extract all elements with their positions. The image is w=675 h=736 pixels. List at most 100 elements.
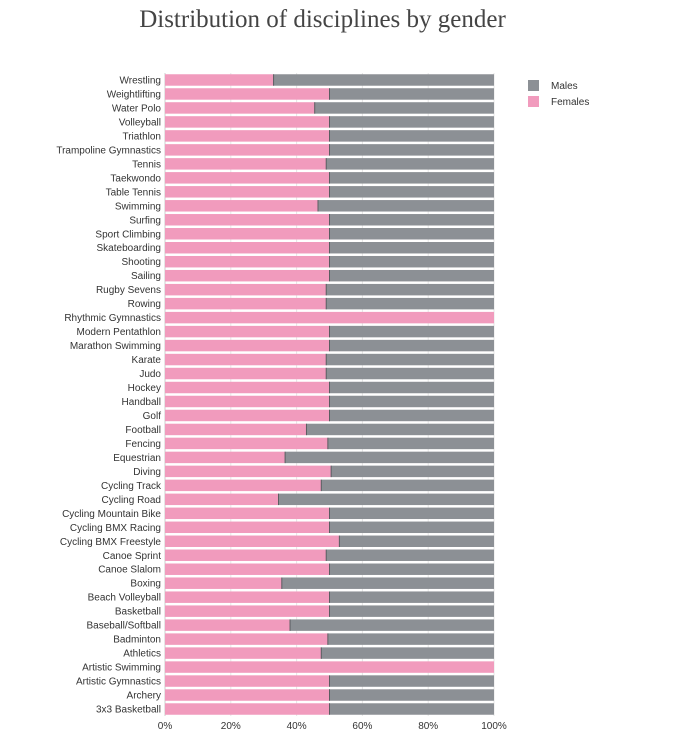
bar-males[interactable] (329, 269, 495, 282)
bar-males[interactable] (329, 325, 495, 338)
bar-females[interactable] (165, 353, 327, 366)
bar-males[interactable] (329, 339, 495, 352)
bar-females[interactable] (165, 158, 327, 170)
bar-males[interactable] (326, 297, 494, 310)
bar-males[interactable] (329, 88, 495, 100)
bar-females[interactable] (165, 493, 279, 506)
bar-females[interactable] (165, 535, 340, 548)
bar-females[interactable] (165, 591, 330, 603)
legend[interactable]: Males Females (528, 80, 589, 108)
bar-males[interactable] (329, 241, 495, 254)
bar-males[interactable] (329, 703, 495, 715)
legend-label[interactable]: Males (551, 81, 578, 92)
bar-males[interactable] (329, 605, 495, 617)
bar-males[interactable] (278, 493, 494, 506)
bar-males[interactable] (329, 228, 495, 240)
bar-males[interactable] (326, 158, 494, 170)
bar-females[interactable] (165, 409, 330, 422)
bar-females[interactable] (165, 74, 274, 86)
bar-males[interactable] (281, 577, 494, 589)
bar-males[interactable] (326, 353, 494, 366)
bar-males[interactable] (329, 409, 495, 422)
bar-males[interactable] (329, 130, 495, 142)
bar-females[interactable] (165, 563, 330, 575)
bar-females[interactable] (165, 451, 286, 464)
bar-females[interactable] (165, 283, 327, 296)
bar-males[interactable] (329, 144, 495, 156)
category-label: Canoe Sprint (103, 551, 162, 562)
bar-females[interactable] (165, 479, 322, 492)
bar-males[interactable] (326, 283, 494, 296)
bar-males[interactable] (329, 591, 495, 603)
bar-females[interactable] (165, 675, 330, 687)
bar-females[interactable] (165, 325, 330, 338)
bar-females[interactable] (165, 633, 328, 645)
bar-females[interactable] (165, 255, 330, 268)
bar-females[interactable] (165, 437, 328, 450)
bar-males[interactable] (329, 507, 495, 520)
bar-females[interactable] (165, 200, 318, 212)
bar-females[interactable] (165, 703, 330, 715)
bar-males[interactable] (285, 451, 494, 464)
bar-males[interactable] (327, 633, 494, 645)
bar-females[interactable] (165, 228, 330, 240)
bar-females[interactable] (165, 577, 282, 589)
bar-males[interactable] (326, 367, 494, 380)
bar-males[interactable] (317, 200, 494, 212)
bar-females[interactable] (165, 549, 327, 561)
bar-males[interactable] (339, 535, 494, 548)
bar-males[interactable] (329, 521, 495, 534)
bar-females[interactable] (165, 521, 330, 534)
legend-label[interactable]: Females (551, 97, 589, 108)
bar-females[interactable] (165, 689, 330, 701)
bar-males[interactable] (329, 381, 495, 394)
bar-males[interactable] (321, 647, 494, 659)
bar-females[interactable] (165, 269, 330, 282)
bar-males[interactable] (321, 479, 494, 492)
bar-males[interactable] (329, 395, 495, 408)
bar-females[interactable] (165, 395, 330, 408)
bar-females[interactable] (165, 241, 330, 254)
bar-males[interactable] (273, 74, 494, 86)
bar-females[interactable] (165, 367, 327, 380)
bar-males[interactable] (326, 549, 494, 561)
bar-females[interactable] (165, 661, 494, 673)
bar-females[interactable] (165, 144, 330, 156)
bar-females[interactable] (165, 186, 330, 198)
bar-females[interactable] (165, 311, 494, 324)
category-label: Sailing (131, 271, 161, 282)
bar-females[interactable] (165, 172, 330, 184)
bar-females[interactable] (165, 507, 330, 520)
bar-females[interactable] (165, 423, 307, 436)
legend-swatch[interactable] (528, 96, 539, 107)
bar-females[interactable] (165, 116, 330, 128)
bar-females[interactable] (165, 381, 330, 394)
bar-females[interactable] (165, 605, 330, 617)
bar-males[interactable] (329, 186, 495, 198)
bar-females[interactable] (165, 214, 330, 226)
bar-males[interactable] (306, 423, 494, 436)
category-label: Artistic Swimming (82, 663, 161, 674)
bar-females[interactable] (165, 102, 315, 114)
bar-males[interactable] (329, 172, 495, 184)
bar-males[interactable] (329, 116, 495, 128)
bar-females[interactable] (165, 647, 322, 659)
legend-swatch[interactable] (528, 80, 539, 91)
x-tick-label: 100% (481, 721, 507, 732)
bar-males[interactable] (329, 563, 495, 575)
bar-males[interactable] (290, 619, 494, 631)
bar-males[interactable] (329, 689, 495, 701)
bar-males[interactable] (329, 255, 495, 268)
bar-males[interactable] (331, 465, 494, 478)
category-label: Equestrian (113, 453, 161, 464)
bar-females[interactable] (165, 130, 330, 142)
bar-females[interactable] (165, 339, 330, 352)
bar-males[interactable] (329, 214, 495, 226)
bar-males[interactable] (327, 437, 494, 450)
bar-males[interactable] (314, 102, 494, 114)
bar-males[interactable] (329, 675, 495, 687)
bar-females[interactable] (165, 619, 291, 631)
bar-females[interactable] (165, 297, 327, 310)
bar-females[interactable] (165, 88, 330, 100)
bar-females[interactable] (165, 465, 332, 478)
